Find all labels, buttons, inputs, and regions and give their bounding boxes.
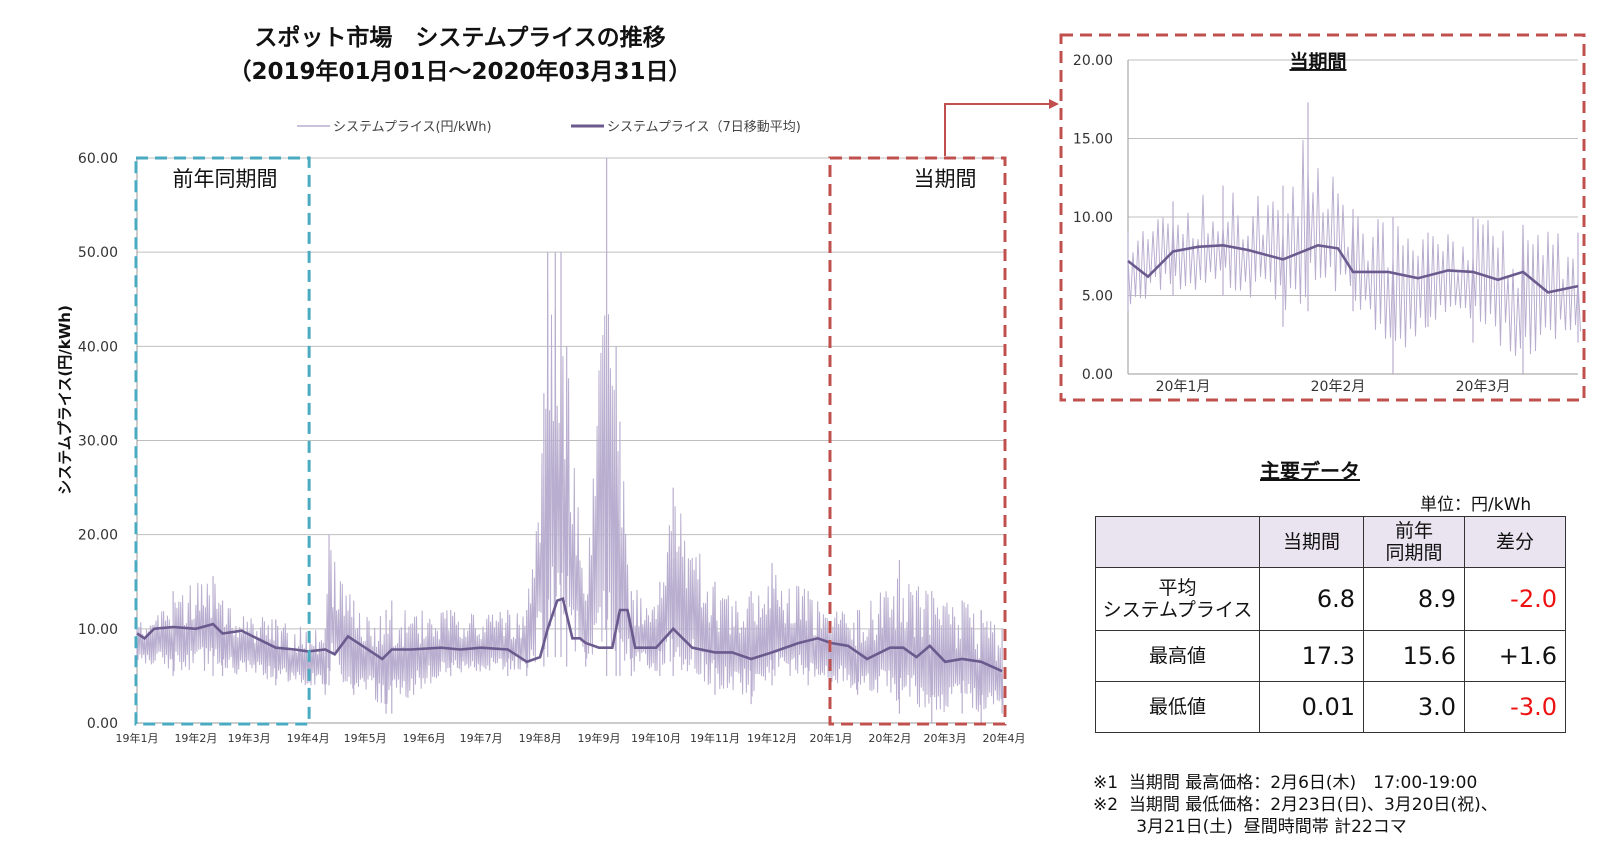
summary-unit: 単位：円/kWh bbox=[1420, 495, 1532, 515]
x-tick-label: 20年3月 bbox=[1456, 379, 1511, 395]
x-tick-label: 20年3月 bbox=[924, 731, 967, 745]
summary-cell-curr: 17.3 bbox=[1259, 630, 1364, 682]
footnote-1: ※1 当期間 最高価格：2月6日(木) 17:00-19:00 bbox=[1093, 773, 1478, 793]
x-tick-label: 20年4月 bbox=[983, 731, 1026, 745]
raw-series-line bbox=[1127, 139, 1581, 356]
y-tick-label: 60.00 bbox=[78, 151, 118, 167]
chart-subtitle-period: （2019年01月01日～2020年03月31日） bbox=[228, 59, 692, 85]
y-tick-label: 10.00 bbox=[78, 622, 118, 638]
x-tick-label: 19年4月 bbox=[287, 731, 330, 745]
x-tick-label: 20年1月 bbox=[1156, 379, 1211, 395]
summary-cell-prev: 3.0 bbox=[1363, 681, 1465, 733]
y-tick-label: 10.00 bbox=[1073, 210, 1113, 226]
connector-line bbox=[944, 103, 1057, 156]
prev-period-label: 前年同期間 bbox=[173, 167, 278, 191]
curr-period-label: 当期間 bbox=[914, 167, 977, 191]
summary-cell-curr: 6.8 bbox=[1259, 567, 1364, 631]
footnote-3: 3月21日(土) 昼間時間帯 計22コマ bbox=[1093, 817, 1407, 837]
summary-header-diff: 差分 bbox=[1464, 516, 1566, 568]
x-tick-label: 19年5月 bbox=[344, 731, 387, 745]
y-axis-title: システムプライス(円/kWh) bbox=[56, 305, 74, 495]
y-tick-label: 30.00 bbox=[78, 434, 118, 450]
x-tick-label: 19年9月 bbox=[578, 731, 621, 745]
summary-header-curr: 当期間 bbox=[1259, 516, 1364, 568]
curr-period-box bbox=[828, 156, 1007, 726]
x-tick-label: 20年2月 bbox=[1311, 379, 1366, 395]
summary-header-prev: 前年 同期間 bbox=[1363, 516, 1465, 568]
summary-corner-cell bbox=[1095, 516, 1260, 568]
raw-series-line bbox=[136, 290, 1004, 713]
chart-title: スポット市場 システムプライスの推移 bbox=[254, 25, 666, 51]
summary-table: 当期間 前年 同期間 差分 平均 システムプライス 6.8 8.9 -2.0 最… bbox=[1095, 516, 1566, 733]
footnote-2: ※2 当期間 最低価格：2月23日(日)、3月20日(祝)、 bbox=[1093, 795, 1498, 815]
summary-header-row: 当期間 前年 同期間 差分 bbox=[1095, 516, 1566, 568]
x-tick-label: 19年1月 bbox=[116, 731, 159, 745]
y-tick-label: 15.00 bbox=[1073, 132, 1113, 148]
summary-cell-diff: -2.0 bbox=[1464, 567, 1566, 631]
y-tick-label: 50.00 bbox=[78, 245, 118, 261]
x-tick-label: 19年8月 bbox=[519, 731, 562, 745]
x-tick-label: 19年10月 bbox=[631, 731, 681, 745]
x-tick-label: 19年12月 bbox=[747, 731, 797, 745]
y-tick-label: 5.00 bbox=[1082, 289, 1113, 305]
summary-row-label: 平均 システムプライス bbox=[1095, 567, 1260, 631]
inset-plot: 0.00 5.00 10.00 15.00 20.00 20年1月 20年2月 20年3月 bbox=[1073, 53, 1581, 395]
summary-cell-curr: 0.01 bbox=[1259, 681, 1364, 733]
x-tick-label: 19年6月 bbox=[403, 731, 446, 745]
main-plot: 0.00 10.00 20.00 30.00 40.00 50.00 60.00 19年1月 1… bbox=[78, 151, 1026, 745]
y-tick-label: 40.00 bbox=[78, 339, 118, 355]
x-tick-label: 20年1月 bbox=[809, 731, 852, 745]
legend-ma-label: システムプライス（7日移動平均) bbox=[607, 120, 801, 135]
summary-row-label: 最低値 bbox=[1095, 681, 1260, 733]
x-tick-label: 19年2月 bbox=[174, 731, 217, 745]
summary-cell-prev: 15.6 bbox=[1363, 630, 1465, 682]
y-tick-label: 20.00 bbox=[78, 528, 118, 544]
y-tick-label: 0.00 bbox=[87, 716, 118, 732]
x-tick-label: 19年3月 bbox=[228, 731, 271, 745]
x-tick-label: 19年11月 bbox=[690, 731, 740, 745]
summary-row-max: 最高値 17.3 15.6 +1.6 bbox=[1095, 630, 1566, 682]
moving-average-line bbox=[136, 597, 1003, 673]
moving-average-line bbox=[1127, 243, 1579, 294]
prev-period-box bbox=[134, 156, 311, 726]
summary-row-average: 平均 システムプライス 6.8 8.9 -2.0 bbox=[1095, 567, 1566, 631]
connector-arrowhead bbox=[1049, 99, 1059, 109]
summary-cell-prev: 8.9 bbox=[1363, 567, 1465, 631]
x-tick-label: 19年7月 bbox=[460, 731, 503, 745]
footnotes: ※1 当期間 最高価格：2月6日(木) 17:00-19:00 ※2 当期間 最… bbox=[1093, 772, 1498, 838]
legend-raw-label: システムプライス(円/kWh) bbox=[333, 120, 492, 135]
x-tick-label: 20年2月 bbox=[868, 731, 911, 745]
y-tick-label: 0.00 bbox=[1082, 367, 1113, 383]
inset-title: 当期間 bbox=[1289, 50, 1346, 73]
summary-row-min: 最低値 0.01 3.0 -3.0 bbox=[1095, 681, 1566, 733]
y-tick-label: 20.00 bbox=[1073, 53, 1113, 69]
summary-cell-diff: +1.6 bbox=[1464, 630, 1566, 682]
summary-cell-diff: -3.0 bbox=[1464, 681, 1566, 733]
summary-title: 主要データ bbox=[1260, 459, 1360, 483]
summary-row-label: 最高値 bbox=[1095, 630, 1260, 682]
